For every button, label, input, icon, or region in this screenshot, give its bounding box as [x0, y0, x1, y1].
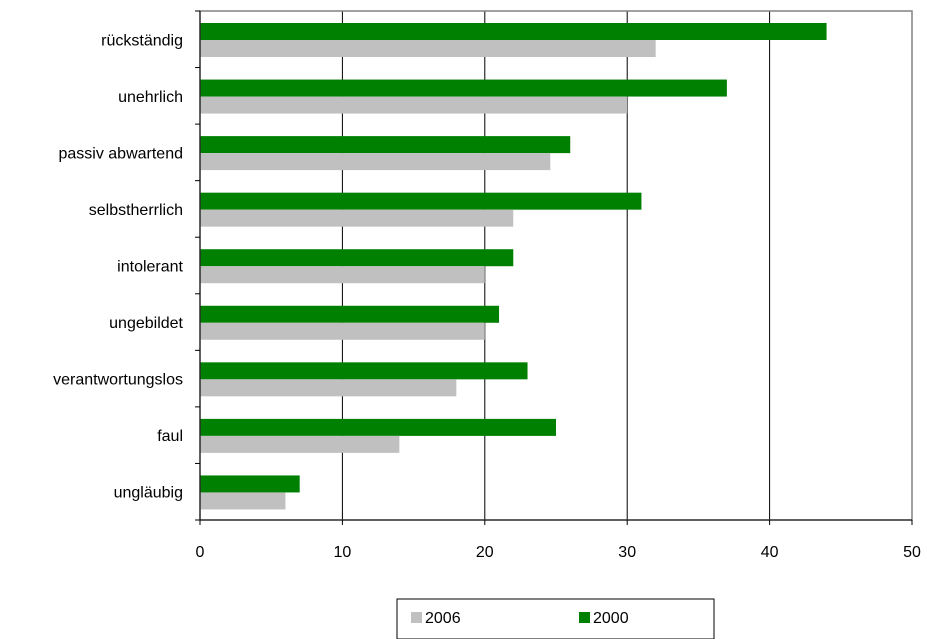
bar-2000-1 [200, 79, 727, 97]
axes [195, 10, 913, 525]
bar-2006-5 [200, 322, 485, 340]
x-tick-label-10: 10 [334, 544, 352, 561]
bar-2006-1 [200, 96, 628, 114]
category-label-6: verantwortungslos [53, 372, 183, 389]
category-label-2: passiv abwartend [58, 145, 183, 162]
x-tick-labels: 0 10 20 30 40 50 [196, 544, 921, 561]
bar-2006-3 [200, 209, 514, 227]
legend-swatch-2006 [411, 612, 422, 623]
bar-2006-4 [200, 266, 485, 284]
bar-2006-2 [200, 153, 551, 171]
category-label-3: selbstherrlich [89, 202, 183, 219]
bar-2006-7 [200, 435, 400, 453]
bar-2000-4 [200, 249, 514, 267]
bar-2006-0 [200, 40, 656, 57]
category-label-1: unehrlich [118, 89, 183, 106]
bar-2000-8 [200, 475, 300, 493]
legend: 2006 2000 [396, 598, 715, 639]
x-tick-label-50: 50 [903, 544, 921, 561]
category-label-4: intolerant [117, 259, 183, 276]
x-tick-label-0: 0 [196, 544, 205, 561]
bar-2000-6 [200, 362, 528, 380]
bars [200, 23, 827, 510]
bar-2006-6 [200, 379, 457, 397]
category-label-5: ungebildet [109, 315, 183, 332]
x-tick-label-30: 30 [618, 544, 636, 561]
legend-label-2006: 2006 [425, 610, 461, 627]
category-label-7: faul [157, 428, 183, 445]
x-tick-label-40: 40 [761, 544, 779, 561]
bar-2000-0 [200, 23, 827, 40]
bar-2000-3 [200, 192, 642, 210]
bar-2000-7 [200, 418, 556, 436]
category-label-8: ungläubig [114, 485, 183, 502]
x-tick-label-20: 20 [476, 544, 494, 561]
legend-label-2000: 2000 [593, 610, 629, 627]
legend-box [396, 598, 715, 639]
bar-2000-2 [200, 136, 571, 154]
bar-2000-5 [200, 305, 500, 323]
category-label-0: rückständig [101, 32, 183, 49]
bar-2006-8 [200, 492, 286, 510]
legend-swatch-2000 [579, 612, 590, 623]
category-labels: rückständig unehrlich passiv abwartend selb… [53, 32, 183, 501]
